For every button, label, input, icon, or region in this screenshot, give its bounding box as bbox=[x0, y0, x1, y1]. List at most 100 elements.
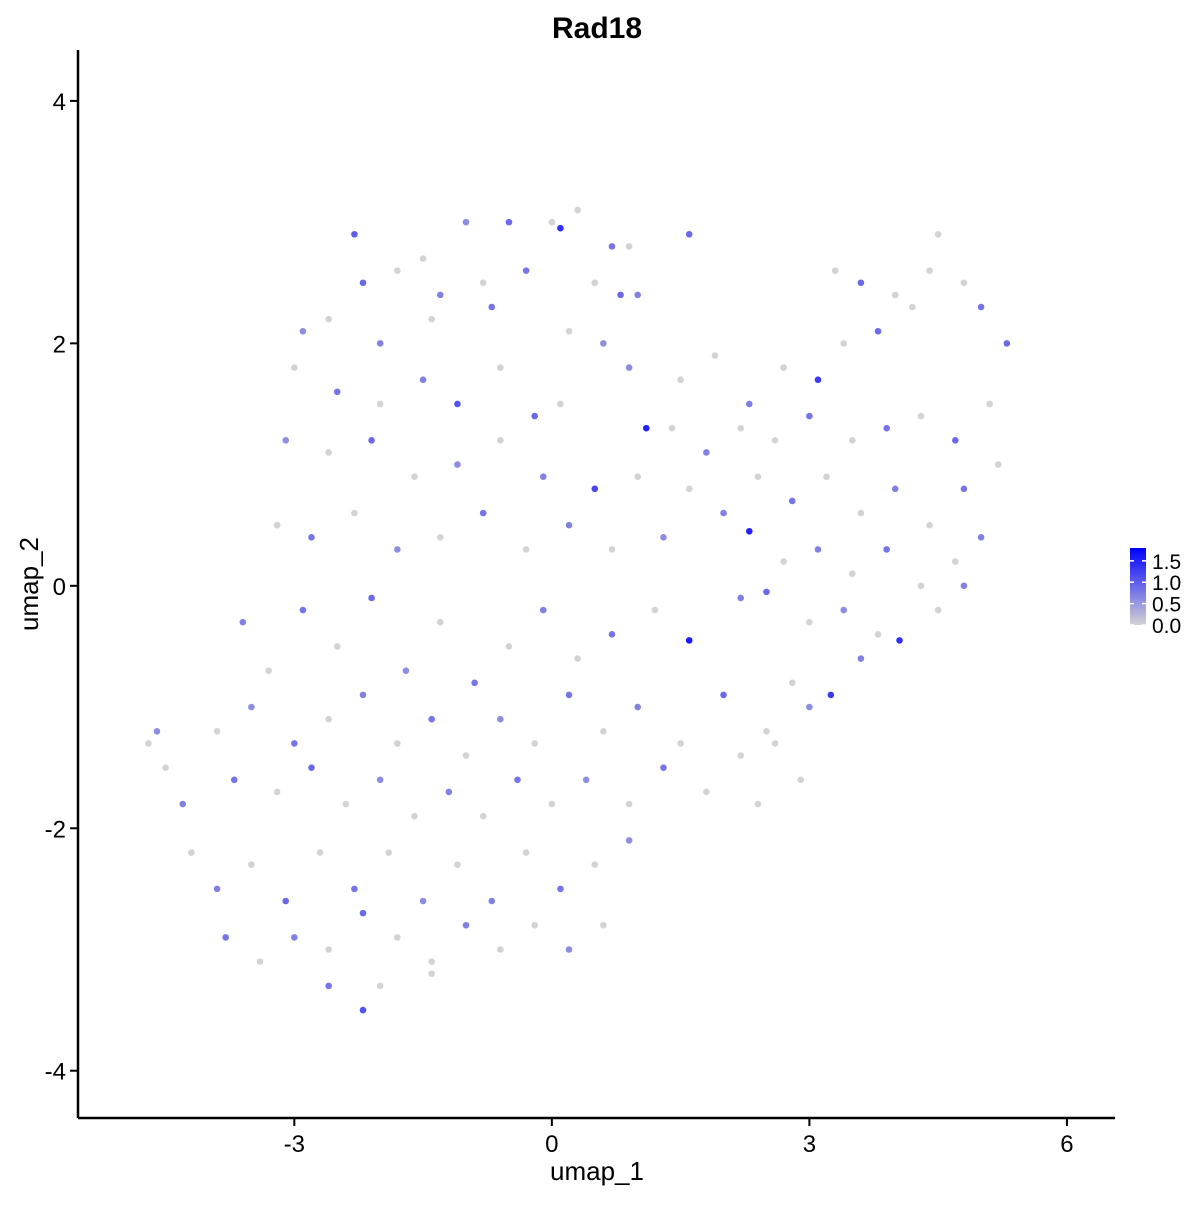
point bbox=[299, 327, 307, 335]
point bbox=[273, 521, 281, 529]
point bbox=[419, 376, 427, 384]
point bbox=[325, 449, 332, 456]
point bbox=[668, 424, 676, 432]
point bbox=[376, 982, 384, 990]
point bbox=[351, 509, 358, 517]
point bbox=[342, 800, 350, 808]
x-tick-label: 3 bbox=[803, 1131, 816, 1158]
point bbox=[402, 667, 410, 674]
point bbox=[797, 776, 805, 784]
point bbox=[411, 473, 418, 481]
point bbox=[548, 800, 556, 808]
point bbox=[428, 715, 435, 723]
point bbox=[479, 279, 487, 287]
y-tick-label: 2 bbox=[53, 331, 66, 358]
point bbox=[840, 606, 848, 614]
point bbox=[531, 412, 538, 420]
point bbox=[720, 691, 727, 699]
colorbar-label: 1.0 bbox=[1152, 572, 1181, 595]
point bbox=[977, 534, 985, 541]
point bbox=[445, 788, 453, 796]
point bbox=[806, 703, 813, 711]
point bbox=[162, 764, 169, 771]
point bbox=[771, 740, 779, 747]
point bbox=[986, 400, 993, 408]
point bbox=[325, 946, 332, 953]
point bbox=[557, 885, 564, 893]
point bbox=[574, 206, 581, 214]
point bbox=[625, 837, 633, 844]
point bbox=[282, 897, 290, 905]
point bbox=[857, 279, 865, 287]
point bbox=[934, 230, 942, 238]
point bbox=[608, 631, 616, 638]
point bbox=[462, 921, 470, 929]
point bbox=[248, 861, 255, 868]
point bbox=[376, 340, 384, 347]
point bbox=[471, 679, 478, 687]
point bbox=[333, 388, 341, 396]
point bbox=[591, 861, 599, 868]
point bbox=[248, 703, 255, 711]
y-tick-label: 4 bbox=[53, 89, 66, 116]
point bbox=[479, 812, 487, 820]
point bbox=[814, 376, 822, 384]
point bbox=[351, 230, 358, 238]
point bbox=[359, 279, 367, 287]
chart-title: Rad18 bbox=[552, 12, 642, 45]
point bbox=[960, 279, 968, 287]
point bbox=[479, 509, 487, 517]
point bbox=[788, 497, 796, 505]
point bbox=[608, 243, 616, 250]
point bbox=[600, 921, 607, 929]
point bbox=[660, 764, 667, 771]
point bbox=[634, 473, 642, 481]
point bbox=[720, 509, 727, 517]
point bbox=[677, 740, 684, 747]
point bbox=[316, 849, 324, 856]
point bbox=[625, 243, 633, 250]
point bbox=[265, 667, 272, 674]
point bbox=[376, 400, 384, 408]
point bbox=[926, 521, 933, 529]
point bbox=[436, 618, 444, 626]
point bbox=[531, 740, 538, 747]
point bbox=[394, 546, 401, 553]
point bbox=[840, 340, 848, 347]
point bbox=[488, 303, 496, 311]
y-tick-label: 0 bbox=[53, 574, 66, 601]
colorbar-label: 0.5 bbox=[1152, 594, 1181, 617]
y-tick-label: -4 bbox=[45, 1059, 66, 1086]
point bbox=[823, 473, 830, 481]
point bbox=[891, 485, 899, 493]
point bbox=[711, 352, 719, 359]
point bbox=[436, 291, 444, 299]
point bbox=[642, 424, 650, 432]
point bbox=[394, 934, 401, 941]
point bbox=[917, 412, 925, 420]
point bbox=[385, 849, 393, 856]
colorbar-label: 1.5 bbox=[1152, 551, 1181, 574]
point bbox=[359, 691, 367, 699]
point bbox=[188, 849, 195, 856]
x-tick-label: -3 bbox=[284, 1131, 305, 1158]
point bbox=[179, 800, 187, 808]
point bbox=[891, 291, 899, 299]
point bbox=[497, 715, 504, 723]
point bbox=[857, 509, 865, 517]
point bbox=[827, 691, 835, 699]
point bbox=[325, 715, 332, 723]
point bbox=[737, 424, 745, 432]
point bbox=[582, 776, 590, 784]
point bbox=[737, 594, 745, 602]
point bbox=[419, 897, 427, 905]
colorbar bbox=[1130, 548, 1146, 625]
point bbox=[308, 764, 315, 771]
point bbox=[428, 315, 435, 323]
point bbox=[814, 546, 822, 553]
point bbox=[617, 291, 624, 299]
point bbox=[634, 291, 642, 299]
point bbox=[703, 788, 710, 796]
point bbox=[926, 267, 933, 274]
point bbox=[308, 534, 315, 541]
